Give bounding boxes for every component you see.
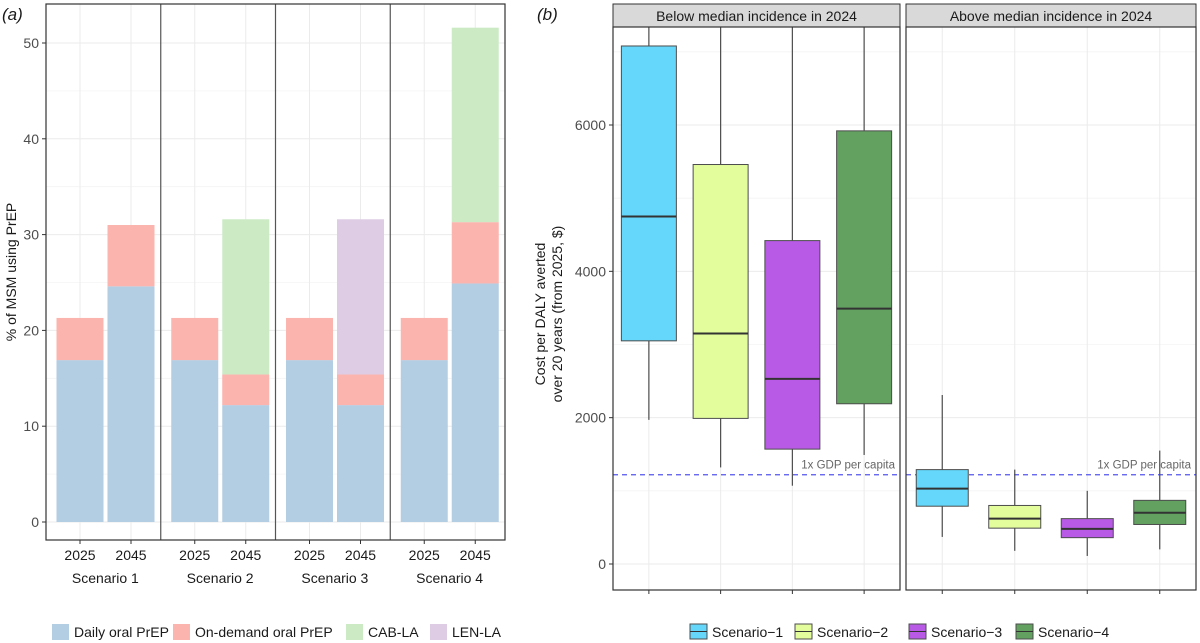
y-tick-label: 10 [23,418,39,434]
legend-label: LEN-LA [452,624,502,640]
legend-label: Daily oral PrEP [74,624,169,640]
box-scenario-1 [620,45,677,342]
bar-segment-cab-la [451,27,499,223]
x-tick-label: 2025 [179,547,210,563]
box-scenario-2 [692,164,749,419]
y-axis-label-line2: over 20 years (from 2025, $) [549,226,565,403]
panel-b-plot: Below median incidence in 2024 1x GDP per… [532,3,1197,594]
x-tick-label: 2025 [409,547,440,563]
y-tick-label: 6000 [575,117,606,133]
bar-segment-on-demand-oral-prep [451,222,499,284]
bar-segment-daily-oral-prep [337,405,384,522]
y-axis-label: % of MSM using PrEP [3,203,19,342]
y-axis-label-line1: Cost per DALY averted [532,243,548,386]
legend-label: Scenario−1 [712,624,783,640]
x-tick-label: 2045 [115,547,146,563]
bar-segment-on-demand-oral-prep [107,225,155,287]
bar-segment-daily-oral-prep [56,360,104,522]
bar-segment-on-demand-oral-prep [56,317,104,361]
bar-segment-daily-oral-prep [222,405,270,522]
box-scenario-4 [836,130,893,405]
group-label: Scenario 3 [301,570,368,586]
y-tick-label: 20 [23,322,39,338]
box-scenario-2 [988,504,1042,529]
bar-segment-on-demand-oral-prep [222,374,270,406]
y-tick-label: 40 [23,131,39,147]
y-tick-label: 50 [23,35,39,51]
group-label: Scenario 2 [187,570,254,586]
panel-a-letter: (a) [2,5,23,24]
y-tick-label: 0 [598,556,606,572]
y-tick-label: 30 [23,227,39,243]
bar-segment-daily-oral-prep [107,286,155,522]
bar-segment-cab-la [222,219,270,375]
x-tick-label: 2045 [460,547,491,563]
panel-b-legend: Scenario−1 Scenario−2 Scenario−3 Scenario−4 [689,623,1109,640]
y-tick-label: 4000 [575,263,606,279]
facet-frame [905,26,1197,591]
panel-b-letter: (b) [537,5,558,24]
y-tick-label: 0 [31,514,39,530]
group-label: Scenario 4 [416,570,483,586]
bar-segment-on-demand-oral-prep [286,317,333,361]
legend-label: CAB-LA [368,624,419,640]
box-scenario-3 [764,240,821,450]
legend-swatch [173,624,190,640]
panel-a-frame [45,3,506,541]
bar-segment-on-demand-oral-prep [400,317,448,361]
facet-title: Above median incidence in 2024 [950,8,1153,24]
legend-swatch [430,624,447,640]
x-tick-label: 2045 [230,547,261,563]
x-tick-label: 2025 [294,547,325,563]
reference-label: 1x GDP per capita [801,460,895,472]
facet-frame [612,26,901,591]
legend-swatch [346,624,363,640]
legend-swatch [52,624,69,640]
panel-a-legend: Daily oral PrEP On-demand oral PrEP CAB-LA… [52,624,502,640]
x-tick-label: 2045 [345,547,376,563]
facet-title: Below median incidence in 2024 [656,8,857,24]
legend-label: Scenario−2 [817,624,888,640]
legend-label: On-demand oral PrEP [195,624,333,640]
reference-label: 1x GDP per capita [1097,460,1191,472]
bar-segment-on-demand-oral-prep [171,317,219,361]
legend-label: Scenario−3 [931,624,1002,640]
y-tick-label: 2000 [575,410,606,426]
bar-segment-daily-oral-prep [286,360,333,522]
bar-segment-len-la [337,219,384,375]
bar-segment-daily-oral-prep [400,360,448,522]
group-label: Scenario 1 [72,570,139,586]
bar-segment-daily-oral-prep [451,283,499,522]
bar-segment-on-demand-oral-prep [337,374,384,406]
legend-label: Scenario−4 [1038,624,1109,640]
x-tick-label: 2025 [64,547,95,563]
panel-a-plot: 2025 2045 Scenario 1 2025 2045 Scenario 2 2025… [3,3,506,586]
bar-segment-daily-oral-prep [171,360,219,522]
